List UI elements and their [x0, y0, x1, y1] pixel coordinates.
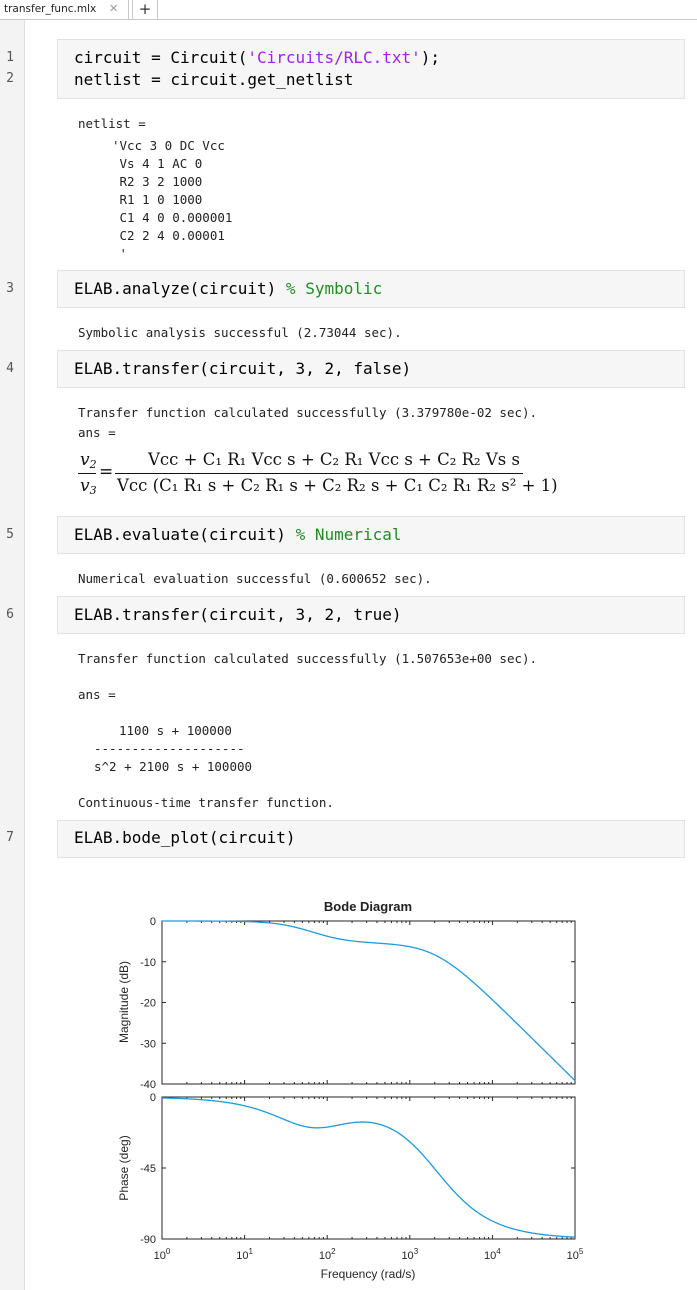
code-line-3[interactable]: ELAB.analyze(circuit) % Symbolic — [74, 279, 383, 298]
y-tick-label: -45 — [140, 1163, 156, 1175]
line-number: 7 — [6, 830, 14, 845]
magnitude-ylabel: Magnitude (dB) — [117, 961, 131, 1043]
transfer-message-1: Transfer function calculated successfull… — [78, 405, 538, 420]
code-line-1[interactable]: circuit = Circuit('Circuits/RLC.txt'); — [74, 48, 441, 67]
ans-label-1: ans = — [78, 425, 116, 440]
string-literal: 'Circuits/RLC.txt' — [247, 48, 421, 67]
netlist-value: 'Vcc 3 0 DC Vcc Vs 4 1 AC 0 R2 3 2 1000 … — [112, 138, 233, 261]
code-line-7[interactable]: ELAB.bode_plot(circuit) — [74, 828, 296, 847]
tf-denominator: s^2 + 2100 s + 100000 — [94, 759, 253, 774]
phase-ylabel: Phase (deg) — [117, 1135, 131, 1200]
ans-label-2: ans = — [78, 687, 116, 702]
code-cell-1[interactable] — [57, 39, 685, 99]
tf-numerator: 1100 s + 100000 — [119, 723, 232, 738]
chart-title: Bode Diagram — [324, 899, 412, 914]
code-cell-6[interactable] — [57, 596, 685, 634]
x-tick-label: 104 — [484, 1247, 501, 1262]
tab-transfer-func[interactable]: transfer_func.mlx ✕ — [0, 0, 129, 19]
y-tick-label: -10 — [140, 957, 156, 969]
x-tick-label: 101 — [236, 1247, 253, 1262]
code-line-5[interactable]: ELAB.evaluate(circuit) % Numerical — [74, 525, 402, 544]
tf-type-message: Continuous-time transfer function. — [78, 795, 334, 810]
magnitude-series-line — [162, 920, 576, 1082]
transfer-message-2: Transfer function calculated successfull… — [78, 651, 538, 666]
eq-rhs-bar — [115, 473, 523, 474]
comment: % Numerical — [295, 525, 402, 544]
line-number: 1 — [6, 50, 14, 65]
tf-fraction-bar: -------------------- — [94, 741, 245, 756]
line-number: 5 — [6, 527, 14, 542]
code-line-4[interactable]: ELAB.transfer(circuit, 3, 2, false) — [74, 359, 412, 378]
code-cell-3[interactable] — [57, 270, 685, 308]
code-line-6[interactable]: ELAB.transfer(circuit, 3, 2, true) — [74, 605, 402, 624]
magnitude-axes — [161, 920, 576, 1085]
add-tab-button[interactable]: + — [132, 0, 158, 19]
eq-lhs-numerator: v2 — [80, 450, 97, 471]
tick-marks — [161, 920, 575, 1240]
x-tick-label: 100 — [154, 1247, 171, 1262]
line-number: 2 — [6, 71, 14, 86]
eq-lhs-bar — [78, 473, 96, 474]
phase-axes — [161, 1096, 576, 1240]
code-cell-5[interactable] — [57, 516, 685, 554]
eq-equals: = — [99, 462, 114, 482]
numerical-message: Numerical evaluation successful (0.60065… — [78, 571, 432, 586]
y-tick-label: -90 — [140, 1234, 156, 1246]
netlist-header: netlist = — [78, 116, 146, 131]
x-tick-label: 103 — [401, 1247, 418, 1262]
line-number: 6 — [6, 607, 14, 622]
y-tick-label: -20 — [140, 998, 156, 1010]
y-tick-label: 0 — [150, 1092, 156, 1104]
code-cell-7[interactable] — [57, 820, 685, 858]
frequency-xlabel: Frequency (rad/s) — [321, 1267, 416, 1281]
line-number-gutter: 1 2 3 4 5 6 7 — [0, 20, 25, 1290]
y-tick-label: -40 — [140, 1079, 156, 1091]
line-number: 4 — [6, 361, 14, 376]
tab-label: transfer_func.mlx — [4, 3, 97, 15]
y-tick-label: 0 — [150, 916, 156, 928]
eq-rhs-denominator: Vcc (C₁ R₁ s + C₂ R₁ s + C₂ R₂ s + C₁ C₂… — [117, 476, 558, 495]
close-icon[interactable]: ✕ — [109, 2, 119, 15]
phase-series-line — [161, 1097, 576, 1238]
code-line-2[interactable]: netlist = circuit.get_netlist — [74, 70, 354, 89]
comment: % Symbolic — [285, 279, 383, 298]
x-tick-label: 102 — [319, 1247, 336, 1262]
line-number: 3 — [6, 281, 14, 296]
x-tick-label: 105 — [567, 1247, 584, 1262]
symbolic-message: Symbolic analysis successful (2.73044 se… — [78, 325, 402, 340]
tab-bar: transfer_func.mlx ✕ + — [0, 0, 697, 20]
y-tick-label: -30 — [140, 1038, 156, 1050]
code-cell-4[interactable] — [57, 350, 685, 388]
eq-lhs-denominator: v3 — [80, 476, 97, 497]
eq-rhs-numerator: Vcc + C₁ R₁ Vcc s + C₂ R₁ Vcc s + C₂ R₂ … — [148, 450, 520, 469]
